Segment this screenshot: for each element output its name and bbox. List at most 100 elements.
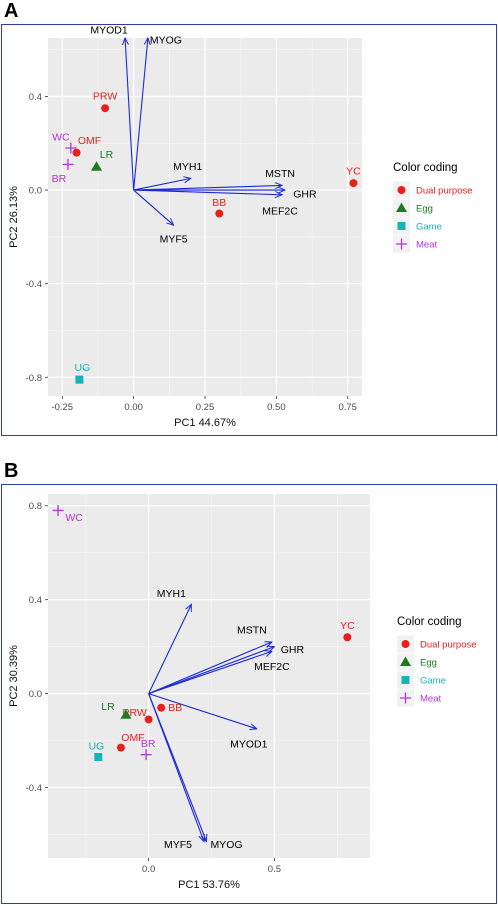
point-label-ug: UG: [88, 741, 104, 753]
loading-vector-ghr: [148, 647, 275, 695]
point-label-yc: YC: [346, 166, 361, 178]
x-axis-title: PC1 44.67%: [174, 417, 236, 429]
point-yc: [349, 179, 358, 188]
loading-vector-mef2c: [133, 189, 282, 195]
vector-label-myh1: MYH1: [157, 588, 186, 600]
vector-label-mstn: MSTN: [265, 168, 295, 180]
legend-title: Color coding: [393, 162, 458, 174]
legend-key-egg: [400, 656, 411, 666]
point-br: [140, 749, 152, 761]
legend-label: Game: [416, 222, 442, 233]
vector-label-myod1: MYOD1: [90, 25, 128, 37]
vector-label-mef2c: MEF2C: [254, 661, 290, 673]
loading-vector-myh1: [148, 604, 192, 694]
vector-label-ghr: GHR: [281, 644, 305, 656]
point-label-br: BR: [52, 173, 67, 185]
vector-label-myog: MYOG: [150, 35, 182, 47]
loading-vector-myf5: [133, 189, 174, 225]
loading-vector-mstn: [133, 185, 282, 191]
point-lr: [120, 709, 132, 719]
x-tick-label: 0.75: [338, 402, 357, 413]
x-tick-label: 0.50: [267, 402, 286, 413]
panel-b-frame: [1, 484, 497, 904]
panel-b-letter: B: [4, 460, 19, 482]
vector-label-mstn: MSTN: [237, 624, 267, 636]
x-tick-label: 0.25: [196, 402, 215, 413]
vector-label-myod1: MYOD1: [230, 738, 268, 750]
point-wc: [52, 504, 64, 516]
point-ug: [94, 753, 103, 762]
legend-label: Egg: [420, 658, 437, 669]
x-axis-title: PC1 53.76%: [178, 879, 240, 891]
loading-vector-myh1: [133, 178, 191, 191]
point-br: [62, 158, 74, 170]
panel-a-frame: [1, 24, 497, 436]
legend-key-game: [401, 676, 410, 684]
point-label-bb: BB: [168, 702, 182, 714]
y-axis-title: PC2 30.39%: [8, 645, 20, 707]
y-tick-label: -0.4: [26, 279, 42, 290]
vector-label-myog: MYOG: [210, 839, 242, 851]
loading-vector-mstn: [148, 642, 272, 695]
point-label-br: BR: [141, 738, 156, 750]
legend-label: Dual purpose: [416, 186, 473, 197]
point-label-wc: WC: [52, 131, 70, 143]
point-label-lr: LR: [100, 149, 114, 161]
loading-vector-myog: [133, 38, 148, 191]
y-tick-label: 0.0: [29, 689, 42, 700]
point-omf: [116, 743, 125, 752]
point-omf: [72, 148, 81, 157]
y-tick-label: 0.0: [29, 186, 42, 197]
x-tick-label: -0.25: [51, 402, 73, 413]
point-label-wc: WC: [65, 512, 83, 524]
vector-label-myf5: MYF5: [164, 839, 192, 851]
legend-label: Meat: [416, 240, 437, 251]
legend-key-dual-purpose: [401, 640, 410, 648]
loading-vector-myod1: [125, 38, 135, 191]
legend-label: Meat: [420, 694, 441, 705]
point-prw: [101, 104, 110, 113]
y-tick-label: 0.4: [29, 595, 42, 606]
point-lr: [91, 161, 103, 171]
vector-label-ghr: GHR: [293, 189, 317, 201]
x-tick-label: 0.00: [124, 402, 143, 413]
y-tick-label: 0.8: [29, 501, 42, 512]
legend-key-dual-purpose: [397, 186, 406, 194]
y-axis-title: PC2 26.13%: [8, 186, 20, 248]
legend-key-meat: [400, 692, 411, 704]
point-label-yc: YC: [340, 620, 355, 632]
loading-vector-myod1: [148, 693, 257, 729]
vector-label-myh1: MYH1: [173, 161, 202, 173]
x-tick-label: 0.5: [268, 864, 281, 875]
x-tick-label: 0.0: [142, 864, 155, 875]
legend-label: Egg: [416, 204, 433, 215]
loading-vector-mef2c: [148, 651, 272, 695]
point-label-omf: OMF: [78, 135, 101, 147]
point-label-lr: LR: [101, 701, 115, 713]
legend-key-egg: [396, 202, 407, 212]
y-tick-label: -0.8: [26, 373, 42, 384]
vector-label-myf5: MYF5: [160, 234, 188, 246]
legend-title: Color coding: [397, 616, 462, 628]
y-tick-label: -0.4: [26, 783, 42, 794]
legend-key-meat: [396, 238, 407, 250]
point-ug: [75, 375, 84, 384]
plot-background: [48, 494, 370, 858]
panel-a-letter: A: [4, 0, 19, 22]
point-label-prw: PRW: [93, 91, 117, 103]
point-label-bb: BB: [212, 197, 226, 209]
loading-vector-myf5: [148, 693, 204, 842]
point-label-ug: UG: [75, 362, 91, 374]
legend-label: Game: [420, 676, 446, 687]
legend-key-game: [397, 222, 406, 230]
y-tick-label: 0.4: [29, 92, 42, 103]
legend-label: Dual purpose: [420, 640, 477, 651]
point-bb: [157, 703, 166, 712]
point-wc: [65, 142, 77, 154]
point-prw: [144, 715, 153, 724]
vector-label-mef2c: MEF2C: [262, 205, 298, 217]
point-bb: [215, 209, 224, 218]
point-yc: [343, 633, 352, 642]
point-label-omf: OMF: [121, 732, 144, 744]
